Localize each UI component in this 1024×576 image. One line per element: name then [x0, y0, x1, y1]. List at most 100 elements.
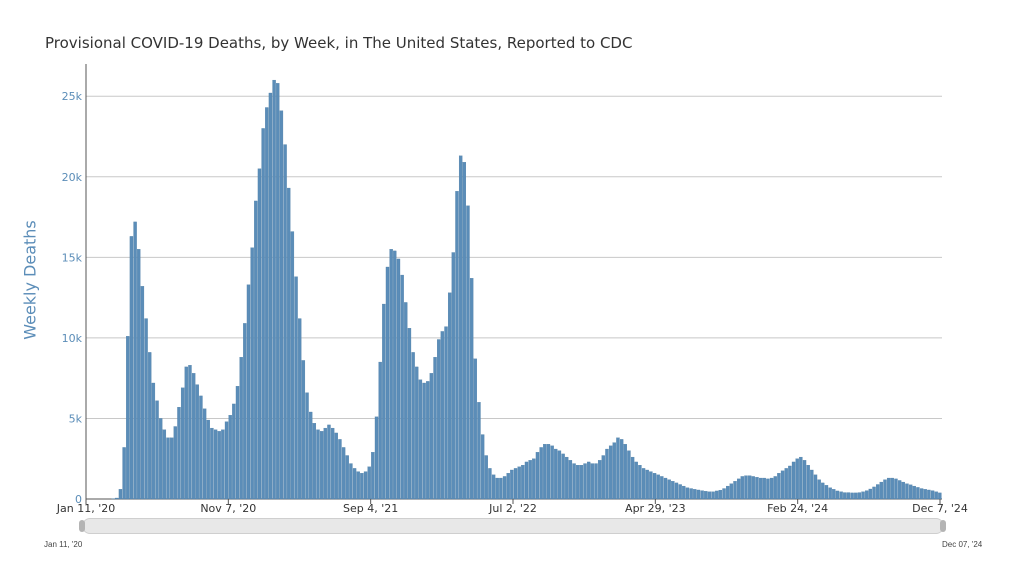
bar [367, 466, 371, 500]
bar [447, 292, 452, 500]
y-tick-label: 5k [69, 412, 83, 425]
bar [722, 488, 726, 500]
bar [685, 487, 690, 500]
bar [802, 460, 807, 500]
bar [382, 303, 386, 500]
bar [663, 477, 668, 500]
bar [140, 286, 145, 500]
bar [133, 221, 137, 500]
bar [356, 471, 360, 500]
bar [784, 468, 788, 500]
bar [795, 458, 799, 500]
bar [294, 276, 298, 500]
bar [151, 382, 156, 500]
range-handle-right[interactable] [940, 520, 946, 532]
x-tick-label: Jan 11, '20 [56, 502, 115, 515]
bar [806, 465, 810, 500]
bar [265, 107, 269, 500]
bar [740, 476, 745, 500]
bar [894, 478, 898, 500]
bar [535, 452, 540, 500]
bar [396, 258, 401, 500]
bar [565, 456, 569, 500]
bar [912, 485, 916, 500]
bar [148, 352, 152, 500]
bar [572, 463, 576, 500]
x-tick-label: Sep 4, '21 [343, 502, 398, 515]
bar [850, 492, 854, 500]
bar [352, 468, 357, 500]
bar [594, 463, 598, 500]
bar [115, 497, 119, 500]
bar [290, 231, 295, 500]
bar [865, 490, 869, 500]
bar [224, 421, 229, 500]
bar [788, 465, 792, 500]
bar [715, 490, 719, 500]
bar [166, 437, 170, 500]
bar [188, 365, 192, 500]
bar [477, 402, 481, 500]
bar [652, 473, 657, 500]
bar [338, 439, 342, 500]
bar [213, 429, 218, 500]
bar [521, 465, 525, 500]
bar [696, 489, 701, 500]
range-handle-left[interactable] [79, 520, 85, 532]
bar [162, 429, 167, 500]
bar [755, 477, 759, 500]
bar [700, 490, 704, 500]
bar [513, 468, 518, 500]
bar [250, 247, 254, 500]
bar [671, 481, 675, 500]
bar [298, 318, 302, 500]
bar [605, 448, 609, 500]
bar [627, 450, 631, 500]
bar [455, 191, 459, 500]
bar [243, 323, 247, 500]
bar [400, 274, 404, 500]
bar [517, 466, 521, 500]
bar [221, 429, 225, 500]
bar [466, 205, 470, 500]
bar [173, 426, 177, 500]
bar [543, 444, 547, 500]
bar [601, 455, 605, 500]
bar [623, 444, 627, 500]
bar [118, 489, 123, 500]
bar [597, 460, 602, 500]
y-tick-label: 0 [75, 493, 82, 506]
range-navigator[interactable] [82, 518, 944, 534]
bar [930, 490, 935, 500]
bar [301, 360, 306, 500]
bar [305, 392, 309, 500]
bar [766, 478, 770, 500]
bar [616, 437, 620, 500]
bar [539, 447, 543, 500]
x-tick-label: Nov 7, '20 [200, 502, 256, 515]
bar [426, 381, 430, 500]
bar [886, 477, 891, 500]
bar [363, 471, 368, 500]
bar [232, 403, 236, 500]
bar [235, 386, 240, 500]
bar [861, 491, 865, 500]
bar [751, 476, 755, 500]
bar [583, 463, 587, 500]
bar [524, 461, 529, 500]
bar [876, 484, 880, 500]
navigator-end-label: Dec 07, '24 [942, 540, 983, 549]
bar [191, 373, 196, 500]
bar [762, 477, 766, 500]
bar [437, 339, 441, 500]
bar [576, 465, 580, 500]
bar [729, 483, 734, 500]
bar [195, 384, 199, 500]
bar [608, 445, 613, 500]
bar [159, 418, 163, 500]
bar [682, 485, 686, 500]
bar [345, 455, 349, 500]
bar [568, 460, 573, 500]
x-tick-label: Jul 2, '22 [488, 502, 537, 515]
bar [938, 492, 942, 500]
